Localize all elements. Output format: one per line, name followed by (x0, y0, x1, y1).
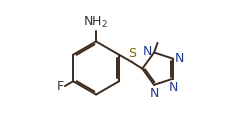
Text: N: N (168, 81, 178, 94)
Text: F: F (56, 80, 64, 93)
Text: N: N (149, 87, 159, 100)
Text: N: N (143, 45, 152, 58)
Text: S: S (128, 47, 136, 60)
Text: NH$_2$: NH$_2$ (83, 15, 108, 30)
Text: N: N (175, 52, 184, 65)
